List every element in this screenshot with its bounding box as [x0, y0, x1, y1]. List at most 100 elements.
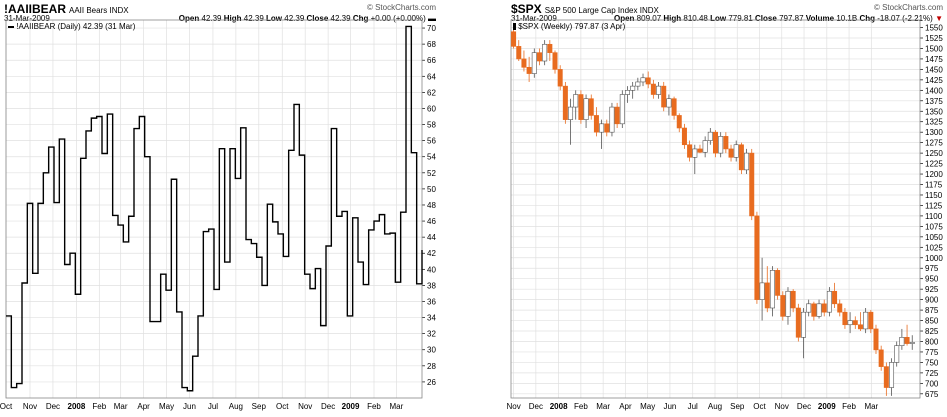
- y-tick-label: 48: [427, 201, 436, 210]
- candle-body: [630, 85, 636, 91]
- x-tick-label: Jul: [208, 402, 218, 411]
- bears-chart-panel: !AAIIBEAR AAII Bears INDX 31-Mar-2009 © S…: [0, 0, 440, 417]
- candle-body: [899, 337, 905, 346]
- x-tick-label: Mar: [390, 402, 404, 411]
- candle-body: [723, 136, 729, 150]
- candle-body: [650, 83, 656, 95]
- candle-body: [593, 115, 599, 133]
- candle-body: [868, 311, 874, 330]
- x-tick-label: Nov: [298, 402, 312, 411]
- candle-body: [552, 52, 558, 70]
- candle-body: [780, 295, 786, 317]
- spx-chart-panel: $SPX S&P 500 Large Cap Index INDX 31-Mar-…: [507, 0, 947, 417]
- candle-body: [614, 106, 620, 125]
- y-tick-label: 925: [925, 285, 939, 294]
- x-tick-label: 2009: [818, 402, 836, 411]
- x-tick-label: Mar: [596, 402, 610, 411]
- y-tick-label: 1050: [925, 233, 943, 242]
- x-tick-label: Nov: [775, 402, 789, 411]
- candle-body: [511, 31, 517, 47]
- watermark: © StockCharts.com: [366, 3, 436, 12]
- x-tick-label: Feb: [92, 402, 106, 411]
- candle-body: [583, 98, 589, 120]
- symbol-name: AAII Bears INDX: [69, 6, 129, 15]
- candle-body: [795, 307, 801, 338]
- candle-body: [568, 106, 574, 120]
- candle-body: [656, 85, 662, 95]
- y-tick-label: 1325: [925, 118, 943, 127]
- bears-line-chart: 26 28 30 32 34 36 38 40 42 44 46 48 50 52 54 56 58 60 62 64…: [0, 19, 436, 411]
- y-tick-label: 875: [925, 306, 939, 315]
- x-tick-label: Dec: [321, 402, 335, 411]
- candle-body: [702, 140, 708, 153]
- y-tick-label: 38: [427, 281, 436, 290]
- candle-body: [775, 270, 781, 296]
- candle-body: [873, 328, 879, 351]
- x-tick-label: Jul: [688, 402, 698, 411]
- y-tick-label: 58: [427, 121, 436, 130]
- watermark: © StockCharts.com: [873, 3, 943, 12]
- y-tick-label: 1425: [925, 76, 943, 85]
- y-tick-label: 66: [427, 56, 436, 65]
- candle-body: [640, 77, 646, 83]
- y-tick-label: 900: [925, 296, 939, 305]
- candle-body: [681, 127, 687, 146]
- x-tick-label: Feb: [574, 402, 588, 411]
- y-tick-label: 32: [427, 330, 436, 339]
- candle-body: [526, 67, 532, 74]
- y-tick-label: 1025: [925, 243, 943, 252]
- y-tick-label: 1350: [925, 107, 943, 116]
- y-tick-label: 40: [427, 265, 436, 274]
- candle-body: [687, 144, 693, 158]
- y-tick-label: 1175: [925, 181, 943, 190]
- chart-header: $SPX S&P 500 Large Cap Index INDX 31-Mar-…: [507, 0, 947, 26]
- y-tick-label: 28: [427, 362, 436, 371]
- candle-body: [671, 98, 677, 116]
- candle-body: [738, 144, 744, 171]
- y-tick-label: 62: [427, 88, 436, 97]
- x-tick-label: Jun: [183, 402, 196, 411]
- candle-body: [883, 366, 889, 388]
- candle-body: [619, 94, 625, 125]
- y-tick-label: 675: [925, 390, 939, 399]
- series-line: [6, 25, 423, 392]
- candle-body: [801, 311, 807, 338]
- x-tick-label: 2009: [342, 402, 360, 411]
- y-tick-label: 60: [427, 104, 436, 113]
- candle-body: [624, 90, 630, 95]
- x-tick-label: Mar: [114, 402, 128, 411]
- y-tick-label: 1300: [925, 128, 943, 137]
- x-tick-label: Mar: [864, 402, 878, 411]
- candle-body: [744, 152, 750, 171]
- y-tick-label: 52: [427, 169, 436, 178]
- candle-body: [604, 123, 610, 133]
- candle-body: [909, 342, 915, 344]
- chart-date: 31-Mar-2009: [511, 14, 557, 23]
- x-tick-label: Nov: [507, 402, 521, 411]
- candle-body: [806, 303, 812, 313]
- y-tick-label: 64: [427, 72, 436, 81]
- y-tick-label: 42: [427, 249, 436, 258]
- x-tick-label: Apr: [619, 402, 632, 411]
- plot-frame: [5, 19, 423, 399]
- candle-body: [759, 282, 765, 300]
- y-tick-label: 1475: [925, 55, 943, 64]
- candle-body: [645, 77, 651, 85]
- x-tick-label: Apr: [137, 402, 150, 411]
- candle-body: [531, 52, 537, 74]
- candle-body: [764, 282, 770, 309]
- candle-body: [547, 43, 553, 53]
- x-tick-label: May: [159, 402, 174, 411]
- candle-body: [857, 324, 863, 330]
- y-tick-label: 1550: [925, 24, 943, 33]
- candle-body: [676, 115, 682, 129]
- x-tick-label: Dec: [529, 402, 543, 411]
- y-tick-label: 1100: [925, 212, 943, 221]
- y-tick-label: 46: [427, 217, 436, 226]
- candle-body: [754, 215, 760, 300]
- x-tick-label: Oct: [0, 402, 13, 411]
- y-tick-label: 1075: [925, 222, 943, 231]
- y-tick-label: 34: [427, 314, 436, 323]
- candle-body: [588, 98, 594, 116]
- y-tick-label: 1200: [925, 170, 943, 179]
